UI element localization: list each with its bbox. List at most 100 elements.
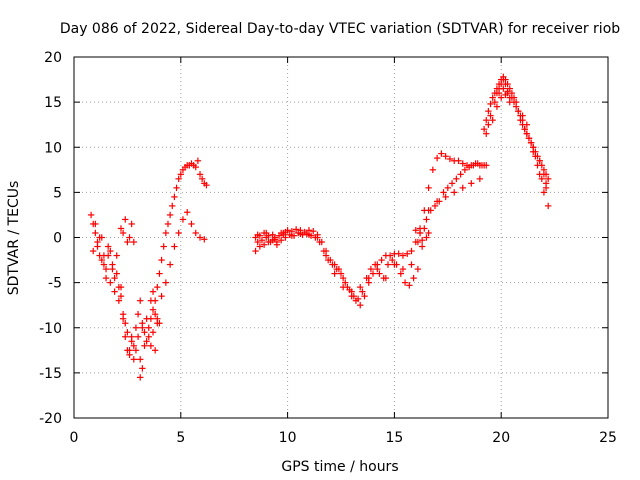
data-point [410, 274, 417, 282]
data-point [542, 180, 550, 187]
y-tick-label: 0 [53, 231, 62, 247]
data-point [544, 175, 552, 183]
data-point [487, 100, 494, 108]
data-point [117, 292, 125, 300]
data-point [389, 256, 396, 264]
data-point [271, 236, 278, 243]
data-point [132, 324, 140, 331]
data-point [361, 292, 368, 300]
data-point [102, 274, 110, 282]
data-point [378, 256, 385, 264]
data-point [175, 175, 182, 183]
data-point [119, 229, 127, 237]
data-point [354, 295, 362, 303]
data-point [453, 175, 460, 183]
data-point [162, 229, 170, 237]
data-point [489, 116, 496, 124]
x-tick-label: 20 [492, 430, 510, 446]
data-point [416, 229, 424, 237]
data-point [297, 230, 304, 238]
y-tick-label: -5 [48, 276, 62, 292]
data-point [107, 279, 114, 286]
data-point [442, 153, 449, 160]
data-point [177, 171, 184, 178]
data-point [115, 283, 123, 291]
data-point [130, 238, 138, 246]
data-point [196, 234, 204, 241]
x-tick-label: 5 [176, 430, 185, 446]
data-point [525, 135, 533, 142]
data-point [500, 76, 507, 83]
data-point [495, 85, 503, 92]
data-point [532, 153, 539, 160]
data-point [256, 243, 264, 250]
data-point [154, 283, 161, 291]
data-point [382, 274, 390, 282]
data-point [201, 236, 208, 243]
data-point [143, 338, 150, 345]
data-point [442, 193, 449, 201]
x-tick-label: 0 [70, 430, 79, 446]
data-point [397, 270, 405, 277]
data-point [487, 112, 494, 119]
data-point [134, 333, 142, 340]
data-point [367, 265, 375, 273]
data-point [126, 234, 133, 241]
y-axis-label: SDTVAR / TECUs [6, 181, 22, 296]
data-point [196, 171, 204, 178]
data-point [151, 347, 159, 354]
data-point [166, 261, 174, 268]
data-point [527, 139, 535, 146]
data-point [414, 265, 422, 273]
data-point [399, 252, 407, 259]
data-point [459, 160, 466, 167]
data-point [316, 238, 323, 246]
data-point [90, 247, 97, 255]
data-point [87, 211, 95, 219]
data-point [408, 247, 415, 255]
data-point [130, 356, 138, 363]
data-point [425, 184, 432, 192]
data-point [461, 166, 469, 174]
data-point [395, 250, 402, 257]
data-point [96, 234, 103, 241]
data-point [184, 209, 191, 216]
data-point [175, 229, 182, 237]
data-point [384, 261, 392, 268]
data-point [154, 320, 161, 327]
data-point [371, 261, 379, 268]
data-point [530, 144, 537, 151]
data-point [277, 237, 285, 244]
data-point [158, 292, 165, 300]
data-point [192, 163, 199, 171]
data-point [162, 279, 170, 286]
data-point [158, 256, 165, 264]
data-point [147, 297, 155, 304]
data-point [474, 160, 481, 167]
data-point [320, 247, 328, 255]
data-point [98, 256, 105, 264]
data-point [374, 265, 381, 273]
data-point [493, 103, 501, 110]
data-point [109, 261, 116, 268]
data-point [408, 261, 415, 268]
data-point [111, 288, 118, 295]
data-point [425, 229, 432, 237]
data-point [145, 333, 152, 340]
data-point [122, 320, 129, 327]
data-point [401, 279, 409, 286]
y-tick-label: 5 [53, 185, 62, 201]
data-point [515, 107, 522, 115]
data-point [386, 252, 394, 259]
data-point [483, 130, 490, 137]
axis-ticks: 0 5 10 15 20 25 -20 -15 -10 -5 0 5 10 15 20 [39, 50, 617, 446]
data-point [134, 311, 142, 318]
data-point [284, 227, 291, 234]
data-point [94, 238, 101, 246]
data-point [188, 220, 195, 228]
x-tick-label: 10 [279, 430, 297, 446]
x-tick-label: 25 [599, 430, 617, 446]
data-point [512, 103, 520, 110]
y-tick-label: 15 [44, 95, 62, 111]
